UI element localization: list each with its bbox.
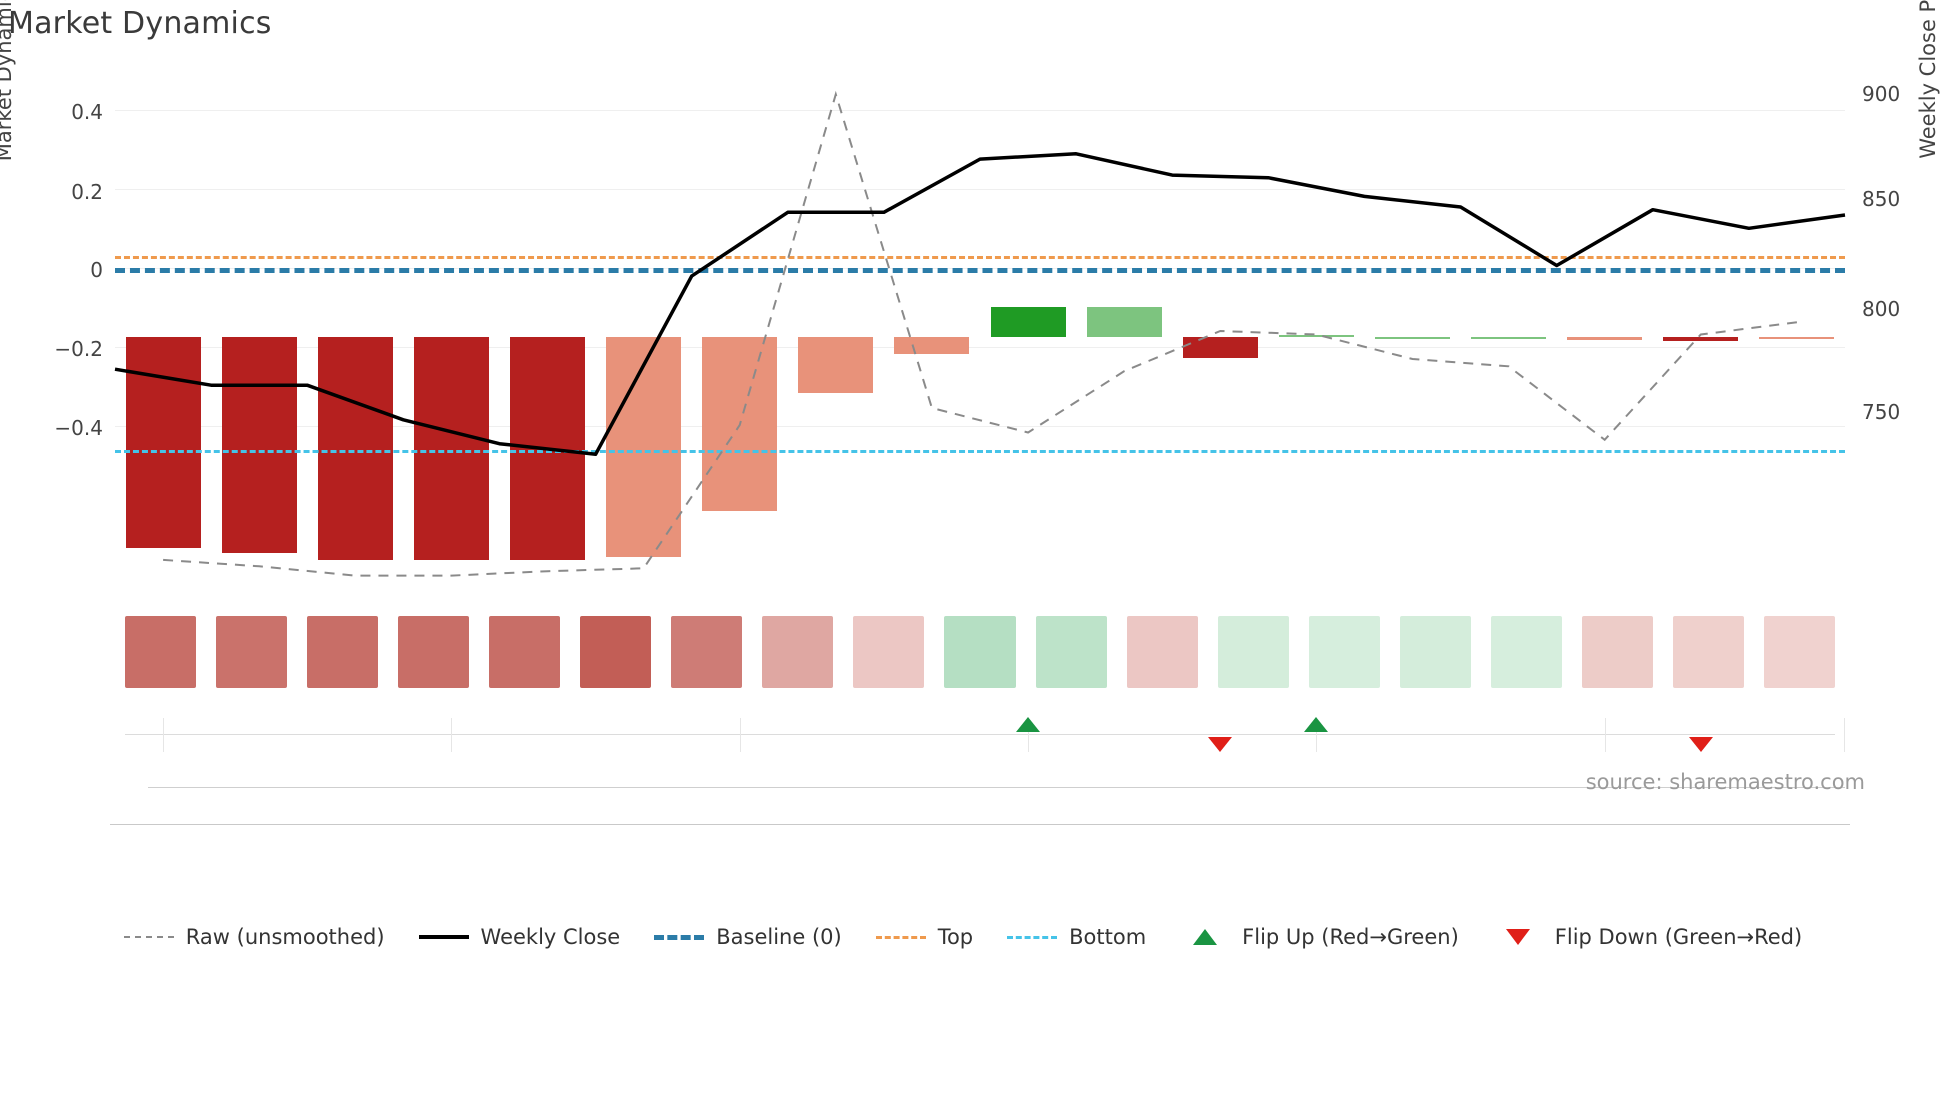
regime-cell-13 bbox=[1217, 616, 1289, 688]
regime-cell-14 bbox=[1308, 616, 1380, 688]
bar-10[interactable] bbox=[990, 306, 1066, 337]
regime-cell-7 bbox=[671, 616, 743, 688]
dotted-cyan-line-icon bbox=[1007, 930, 1058, 944]
regime-cell-9 bbox=[853, 616, 925, 688]
source-note: source: sharemaestro.com bbox=[1585, 770, 1865, 794]
divider-rule-lower bbox=[110, 824, 1850, 825]
dotted-orange-line-icon bbox=[875, 930, 926, 944]
x-tickmark-2 bbox=[739, 718, 741, 752]
y-tick-left-3: −0.2 bbox=[54, 337, 103, 361]
regime-cell-10 bbox=[944, 616, 1016, 688]
top-reference-line bbox=[115, 256, 1845, 259]
bar-3[interactable] bbox=[317, 336, 393, 560]
weekly-close-line bbox=[114, 152, 1846, 457]
bar-14[interactable] bbox=[1375, 336, 1450, 339]
legend-item-flip-down[interactable]: Flip Down (Green→Red) bbox=[1493, 925, 1802, 949]
bar-12[interactable] bbox=[1182, 336, 1258, 358]
y-tick-right-1: 850 bbox=[1862, 187, 1901, 211]
regime-cell-5 bbox=[489, 616, 561, 688]
bar-2[interactable] bbox=[221, 336, 297, 553]
regime-cell-2 bbox=[216, 616, 288, 688]
dashed-line-icon bbox=[123, 930, 174, 944]
legend-label-bottom: Bottom bbox=[1069, 925, 1147, 949]
x-tickmark-6 bbox=[1844, 718, 1845, 752]
legend-item-weekly-close[interactable]: Weekly Close bbox=[418, 925, 621, 949]
y-tick-left-1: 0.2 bbox=[71, 180, 103, 204]
bar-15[interactable] bbox=[1471, 336, 1547, 339]
regime-cell-12 bbox=[1126, 616, 1198, 688]
regime-cell-8 bbox=[762, 616, 834, 688]
regime-cell-4 bbox=[398, 616, 470, 688]
regime-cell-16 bbox=[1490, 616, 1562, 688]
legend-label-baseline: Baseline (0) bbox=[716, 925, 842, 949]
raw-unsmoothed-line bbox=[163, 90, 1798, 577]
chart-legend: Raw (unsmoothed) Weekly Close Baseline (… bbox=[0, 925, 1960, 949]
legend-item-baseline[interactable]: Baseline (0) bbox=[654, 925, 842, 949]
dashed-blue-line-icon bbox=[654, 930, 705, 944]
legend-item-flip-up[interactable]: Flip Up (Red→Green) bbox=[1180, 925, 1459, 949]
bar-16[interactable] bbox=[1567, 336, 1643, 341]
bar-4[interactable] bbox=[413, 336, 489, 560]
bottom-reference-line bbox=[115, 450, 1845, 453]
y-tick-right-2: 800 bbox=[1862, 297, 1901, 321]
legend-label-raw: Raw (unsmoothed) bbox=[185, 925, 385, 949]
regime-cell-11 bbox=[1035, 616, 1107, 688]
bar-18[interactable] bbox=[1759, 336, 1835, 339]
gridline-m0p4 bbox=[115, 426, 1845, 427]
legend-label-flip-up: Flip Up (Red→Green) bbox=[1242, 925, 1459, 949]
x-tickmark-0 bbox=[163, 718, 165, 752]
bars-layer bbox=[115, 82, 1845, 582]
x-tickmark-5 bbox=[1604, 718, 1606, 752]
gridline-0p2 bbox=[115, 189, 1845, 190]
main-plot-area bbox=[114, 82, 1846, 582]
regime-cell-15 bbox=[1399, 616, 1471, 688]
legend-item-top[interactable]: Top bbox=[875, 925, 974, 949]
bar-17[interactable] bbox=[1663, 336, 1739, 342]
flip-axis-line bbox=[125, 734, 1835, 735]
regime-cell-1 bbox=[125, 616, 197, 688]
x-tickmark-4 bbox=[1316, 718, 1318, 752]
regime-heat-strip bbox=[115, 608, 1845, 700]
regime-cell-3 bbox=[307, 616, 379, 688]
triangle-down-icon bbox=[1493, 929, 1543, 945]
flip-up-marker-2[interactable] bbox=[1304, 717, 1329, 732]
flip-down-marker-3[interactable] bbox=[1688, 737, 1713, 752]
y-tick-left-0: 0.4 bbox=[71, 100, 103, 124]
bar-13[interactable] bbox=[1278, 334, 1354, 337]
regime-cell-6 bbox=[580, 616, 652, 688]
regime-cell-18 bbox=[1672, 616, 1744, 688]
y-tick-left-2: 0 bbox=[90, 258, 103, 282]
flip-down-marker-1[interactable] bbox=[1208, 737, 1233, 752]
bar-8[interactable] bbox=[798, 336, 874, 394]
regime-cell-19 bbox=[1763, 616, 1835, 688]
legend-label-weekly-close: Weekly Close bbox=[480, 925, 621, 949]
gridline-m0p2 bbox=[115, 347, 1845, 348]
legend-label-top: Top bbox=[937, 925, 974, 949]
triangle-up-icon bbox=[1180, 929, 1230, 945]
baseline-reference-line bbox=[115, 268, 1845, 273]
legend-item-bottom[interactable]: Bottom bbox=[1007, 925, 1146, 949]
y-tick-left-4: −0.4 bbox=[54, 416, 103, 440]
solid-line-icon bbox=[418, 930, 469, 944]
gridline-0p4 bbox=[115, 110, 1845, 111]
flip-up-marker-0[interactable] bbox=[1016, 717, 1041, 732]
x-tickmark-1 bbox=[451, 718, 453, 752]
y-tick-right-3: 750 bbox=[1862, 400, 1901, 424]
regime-cell-17 bbox=[1581, 616, 1653, 688]
legend-label-flip-down: Flip Down (Green→Red) bbox=[1554, 925, 1803, 949]
y-tick-right-0: 900 bbox=[1862, 82, 1901, 106]
legend-item-raw[interactable]: Raw (unsmoothed) bbox=[123, 925, 385, 949]
page-title: Market Dynamics bbox=[8, 6, 272, 41]
divider-rule-upper bbox=[148, 787, 1845, 788]
lines-layer bbox=[114, 90, 1846, 577]
bar-6[interactable] bbox=[606, 336, 682, 558]
flip-marker-panel bbox=[115, 700, 1845, 770]
bar-11[interactable] bbox=[1086, 306, 1162, 337]
x-tickmark-3 bbox=[1028, 718, 1030, 752]
